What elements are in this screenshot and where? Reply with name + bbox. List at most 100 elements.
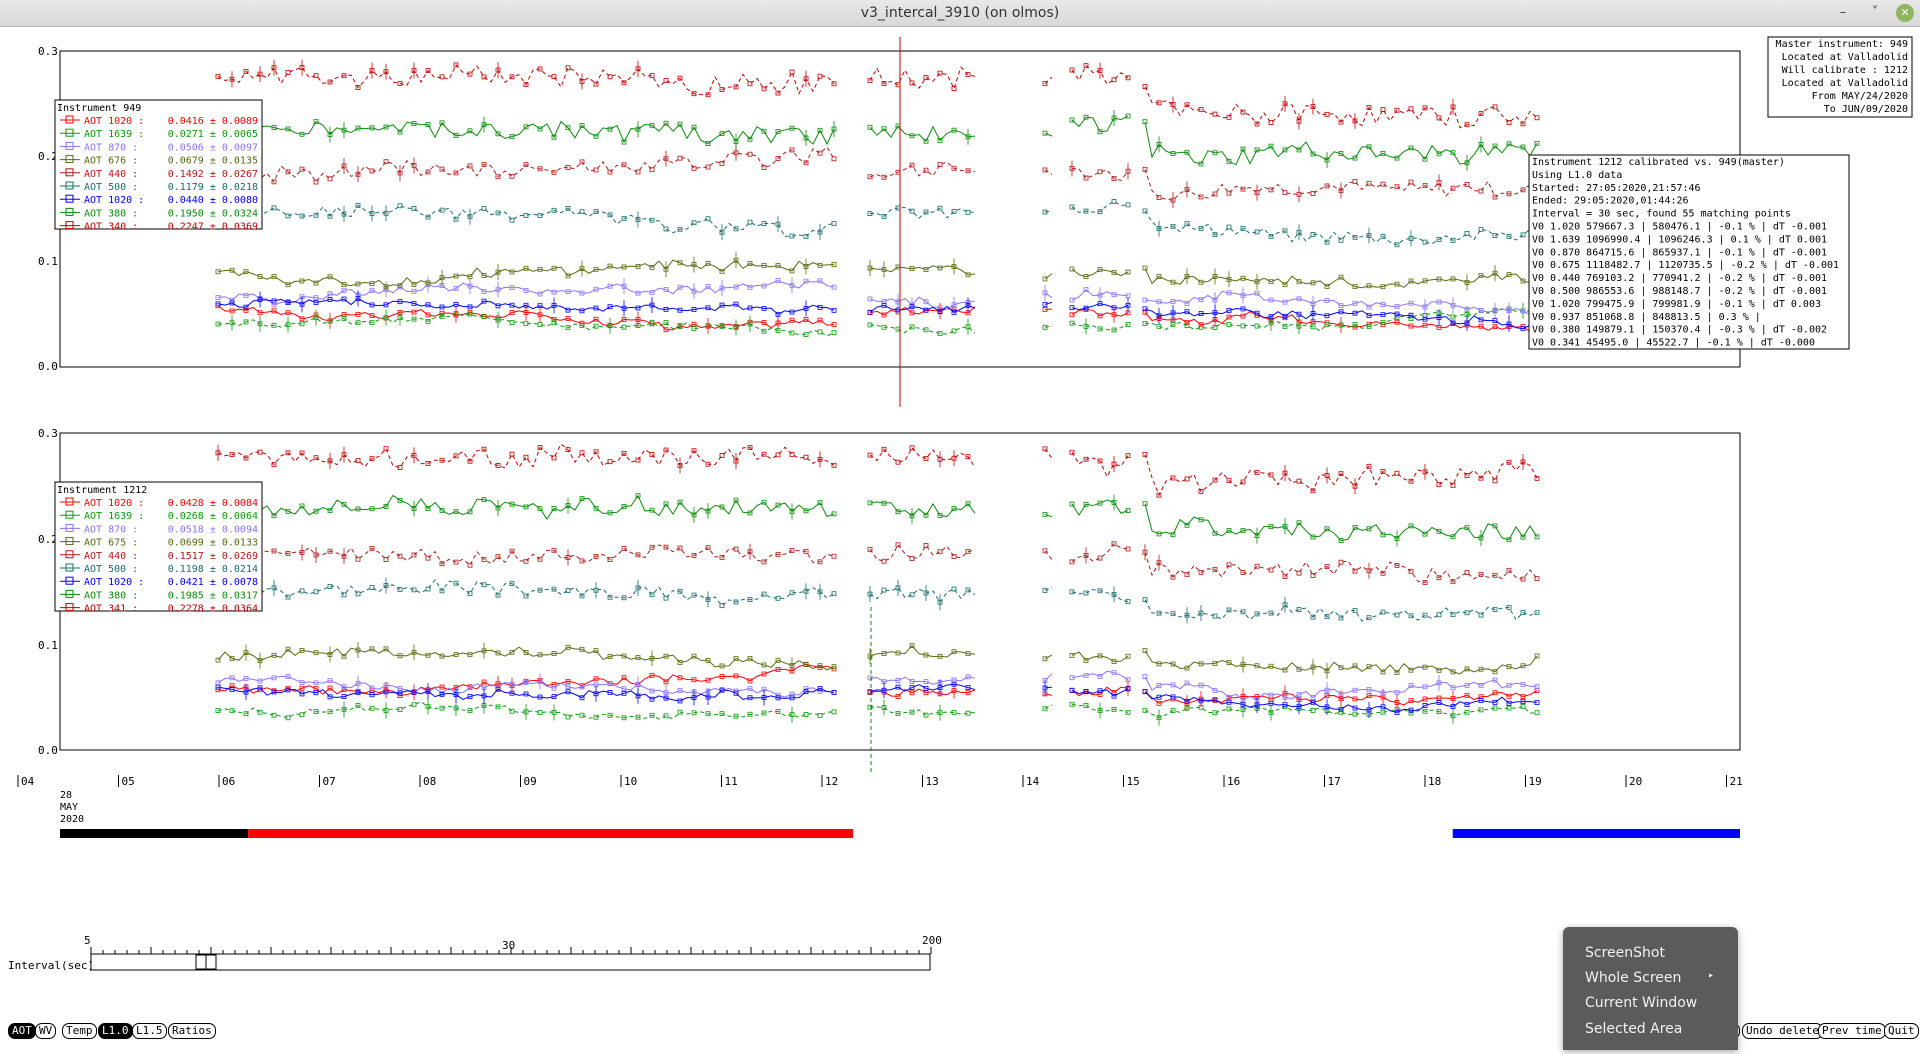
series-point [1381,610,1385,614]
legend-value: 0.0506 ± 0.0097 [168,142,258,153]
legend-value: 0.2278 ± 0.0364 [168,604,258,615]
series-point [1535,711,1539,715]
master-line: To JUN/09/2020 [1824,104,1908,115]
series-point [664,79,668,83]
series-point [1381,182,1385,186]
time-tick-label: 18 [1428,775,1441,788]
button-temp[interactable]: Temp [62,1023,97,1039]
series-line [1072,309,1128,316]
series-line [1045,293,1052,298]
range-bars[interactable] [60,829,1740,838]
menu-item-current-window[interactable]: Current Window [1585,995,1697,1011]
date-day: 28 [60,790,72,801]
button-undo-delete[interactable]: Undo delete [1742,1023,1823,1039]
series-line [1045,551,1052,560]
legend-label: AOT 675 : [84,538,138,549]
legend-label: AOT 341 : [84,604,138,615]
button-ratios[interactable]: Ratios [168,1023,216,1039]
menu-item-whole-screen[interactable]: Whole Screen [1585,970,1681,986]
series-point [608,460,612,464]
button-l1-5[interactable]: L1.5 [132,1023,167,1039]
slider-trough[interactable] [91,954,930,970]
series-line [1072,590,1128,602]
plot1-legend: Instrument 949 AOT 1020 :0.0416 ± 0.0089… [55,100,262,233]
maximize-button[interactable]: ˅ [1866,4,1884,22]
time-tick-label: 05 [122,775,135,788]
calib-line: V0 0.675 1118482.7 | 1120735.5 | -0.2 % … [1532,260,1839,271]
date-month: MAY [60,802,78,813]
legend-label: AOT 380 : [84,208,138,219]
calib-line: Using L1.0 data [1532,170,1622,181]
legend-value: 0.1492 ± 0.0267 [168,169,258,180]
series-line [1045,326,1052,328]
range-bar[interactable] [248,829,853,838]
minimize-button[interactable]: – [1834,4,1852,22]
calib-line: V0 0.440 769103.2 | 770941.2 | -0.2 % | … [1532,273,1827,284]
menu-item-selected-area[interactable]: Selected Area [1585,1021,1682,1037]
button-l1-0[interactable]: L1.0 [98,1023,133,1039]
legend-value: 0.0271 ± 0.0065 [168,129,258,140]
calib-line: V0 0.870 864715.6 | 865937.1 | -0.1 % | … [1532,247,1827,258]
button-prev-time[interactable]: Prev time [1818,1023,1886,1039]
series-point [272,206,276,210]
menu-item-screenshot[interactable]: ScreenShot [1585,945,1665,961]
legend-value: 0.0268 ± 0.0064 [168,511,258,522]
plot-canvas[interactable]: 0.3 0.2 0.1 0.0 0.3 0.2 0.1 0.0 Instrume… [0,27,1920,1050]
series-point [832,554,836,558]
series-point [804,712,808,716]
series-line [218,664,834,695]
legend-value: 0.1985 ± 0.0317 [168,590,258,601]
legend-value: 0.0699 ± 0.0133 [168,538,258,549]
plot1-legend-title: Instrument 949 [57,103,141,114]
series-point [468,563,472,567]
master-line: From MAY/24/2020 [1812,91,1908,102]
time-tick-label: 04 [21,775,35,788]
series-point [832,222,836,226]
series-point [790,70,794,74]
series-point [566,715,570,719]
series-line [218,580,834,606]
date-label: 28 MAY 2020 [60,790,84,825]
series-point [910,209,914,213]
close-button[interactable]: ✕ [1896,4,1914,22]
series-point [882,559,886,563]
legend-value: 0.1517 ± 0.0269 [168,551,258,562]
legend-value: 0.2247 ± 0.0369 [168,222,258,233]
series-point [1213,192,1217,196]
legend-label: AOT 1020 : [84,116,144,127]
calib-line: V0 0.341 45495.0 | 45522.7 | -0.1 % | dT… [1532,338,1815,349]
plot2-y-tick: 0.1 [38,639,58,652]
legend-label: AOT 1639 : [84,511,144,522]
series-point [1227,563,1231,567]
window-titlebar: v3_intercal_3910 (on olmos) – ˅ ✕ [0,0,1920,27]
legend-label: AOT 676 : [84,156,138,167]
interval-slider[interactable]: Interval(sec) 5 30 200 [8,934,942,972]
series-line [1145,268,1537,288]
series-line [1045,274,1052,279]
series-line [1072,201,1128,212]
time-tick-label: 15 [1127,775,1140,788]
series-point [1535,476,1539,480]
series-line [218,65,834,95]
series-line [1072,304,1128,310]
button-wv[interactable]: WV [35,1023,56,1039]
range-bar[interactable] [60,829,248,838]
series-point [566,589,570,593]
series-line [218,495,834,519]
time-tick-label: 20 [1629,775,1642,788]
series-point [706,217,710,221]
button-aot[interactable]: AOT [8,1023,36,1039]
series-line [1145,552,1537,582]
series-point [952,329,956,333]
series-point [924,76,928,80]
plot1-y-tick: 0.1 [38,255,58,268]
legend-label: AOT 440 : [84,551,138,562]
range-bar[interactable] [1453,829,1740,838]
calib-line: Instrument 1212 calibrated vs. 949(maste… [1532,157,1785,168]
submenu-arrow-icon: ▸ [1708,970,1714,981]
series-line [218,260,834,287]
plot2-legend-title: Instrument 1212 [57,485,147,496]
plot1-y-tick: 0.0 [38,360,58,373]
button-quit[interactable]: Quit [1884,1023,1919,1039]
series-line [1045,133,1052,136]
